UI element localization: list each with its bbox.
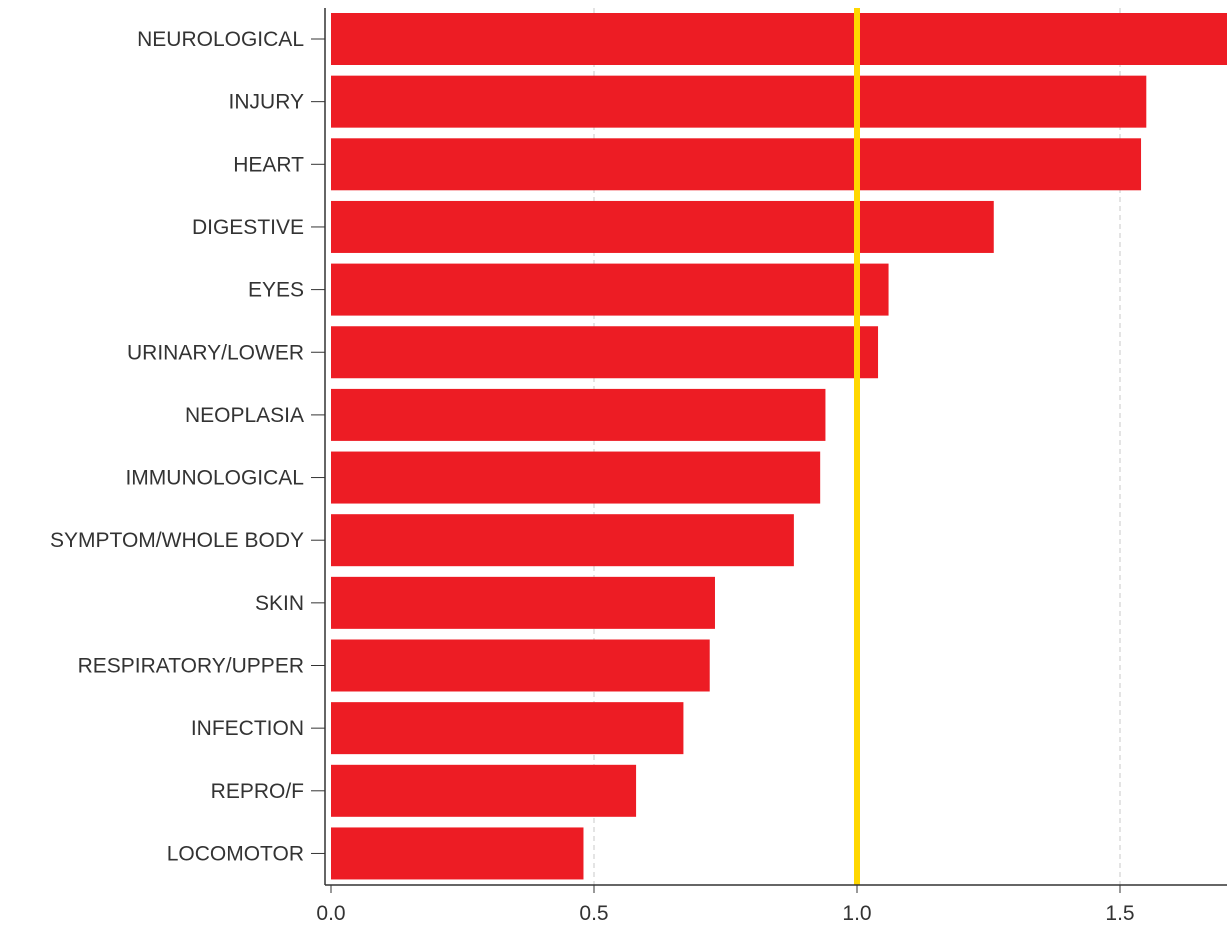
category-label: RESPIRATORY/UPPER	[78, 655, 304, 678]
category-label: NEOPLASIA	[185, 404, 304, 427]
bar-11	[331, 702, 684, 755]
axes	[311, 8, 1227, 893]
category-label: IMMUNOLOGICAL	[125, 467, 304, 490]
bars	[331, 13, 1227, 880]
category-label: SKIN	[255, 592, 304, 615]
bar-9	[331, 576, 715, 629]
bar-4	[331, 263, 889, 316]
x-tick-label: 1.5	[1105, 902, 1134, 925]
bar-0	[331, 13, 1227, 65]
category-label: EYES	[248, 279, 304, 302]
bar-5	[331, 326, 879, 379]
bar-12	[331, 764, 637, 817]
category-label: SYMPTOM/WHOLE BODY	[50, 529, 304, 552]
bar-7	[331, 451, 821, 504]
category-label: NEUROLOGICAL	[137, 28, 304, 51]
bar-1	[331, 75, 1147, 128]
category-label: INFECTION	[191, 717, 304, 740]
category-label: LOCOMOTOR	[167, 842, 304, 865]
x-tick-label: 1.0	[842, 902, 871, 925]
labels: NEUROLOGICAL INJURY HEART DIGESTIVE EYES URIN…	[50, 28, 1135, 925]
bar-10	[331, 639, 710, 692]
category-label: INJURY	[229, 91, 304, 114]
x-tick-label: 0.5	[579, 902, 608, 925]
bar-6	[331, 388, 826, 441]
bar-13	[331, 827, 584, 880]
bar-8	[331, 514, 794, 567]
bar-2	[331, 138, 1142, 191]
category-label: REPRO/F	[211, 780, 304, 803]
category-label: URINARY/LOWER	[127, 341, 304, 364]
bar-3	[331, 200, 994, 253]
category-label: HEART	[233, 153, 304, 176]
category-label: DIGESTIVE	[192, 216, 304, 239]
x-tick-label: 0.0	[316, 902, 345, 925]
